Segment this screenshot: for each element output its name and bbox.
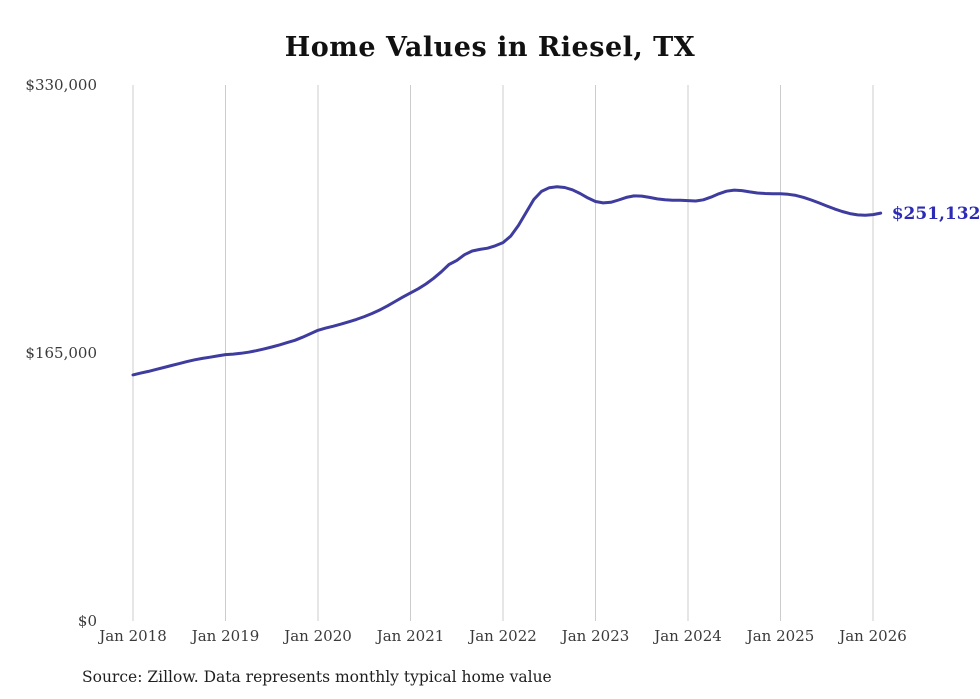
x-axis-tick-label: Jan 2024 [652,627,722,645]
current-value-label: $251,132 [892,204,980,224]
x-axis-tick-label: Jan 2021 [375,627,445,645]
y-axis-tick-label: $0 [78,612,97,630]
home-value-line [131,185,883,377]
chart-title: Home Values in Riesel, TX [284,32,696,63]
y-axis-tick-label: $165,000 [25,344,97,362]
x-axis-tick-label: Jan 2019 [190,627,260,645]
x-axis-tick-label: Jan 2022 [467,627,537,645]
x-axis-tick-label: Jan 2020 [282,627,352,645]
x-axis-tick-label: Jan 2025 [745,627,815,645]
x-axis-tick-label: Jan 2018 [97,627,167,645]
source-note: Source: Zillow. Data represents monthly … [82,668,552,686]
x-axis-tick-label: Jan 2026 [837,627,907,645]
x-axis-tick-label: Jan 2023 [560,627,630,645]
y-axis-tick-label: $330,000 [25,76,97,94]
home-values-line-chart: Jan 2018 Jan 2019 Jan 2020 Jan 2021 Jan 2022… [25,76,980,645]
